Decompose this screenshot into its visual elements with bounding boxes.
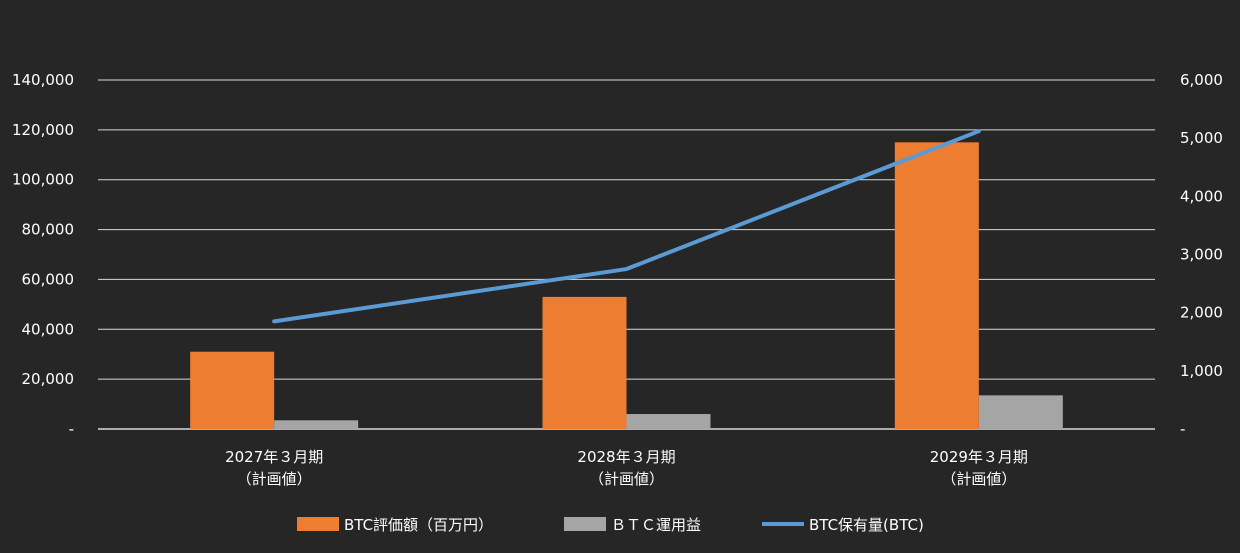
left-tick-label: 80,000 <box>22 221 75 239</box>
left-tick-label: 40,000 <box>22 320 75 338</box>
right-tick-label: 4,000 <box>1180 187 1223 205</box>
bar-btc-gain <box>274 420 359 429</box>
category-axis-labels: 2027年３月期（計画値） 2028年３月期（計画値） 2029年３月期（計画値） <box>225 448 1028 488</box>
right-axis-tick-labels: - 1,000 2,000 3,000 4,000 5,000 6,000 <box>1180 71 1223 438</box>
legend-label: BTC評価額（百万円） <box>344 516 493 534</box>
left-tick-label: 140,000 <box>12 71 74 89</box>
right-tick-label: 1,000 <box>1180 362 1223 380</box>
bar-btc-valuation <box>542 296 627 429</box>
left-tick-label: 20,000 <box>22 370 75 388</box>
bar-btc-gain <box>626 414 711 429</box>
right-tick-label: 2,000 <box>1180 304 1223 322</box>
right-tick-label: 5,000 <box>1180 129 1223 147</box>
left-tick-label: - <box>69 420 74 438</box>
left-tick-label: 60,000 <box>22 270 75 288</box>
bar-btc-gain <box>978 395 1063 429</box>
category-label: 2027年３月期（計画値） <box>225 448 323 488</box>
category-label: 2028年３月期（計画値） <box>577 448 675 488</box>
left-tick-label: 100,000 <box>12 171 74 189</box>
right-tick-label: 3,000 <box>1180 246 1223 264</box>
left-tick-label: 120,000 <box>12 121 74 139</box>
bar-series <box>190 142 1063 430</box>
legend: BTC評価額（百万円） ＢＴＣ運用益 BTC保有量(BTC) <box>297 516 924 534</box>
line-btc-holdings <box>272 129 981 324</box>
category-label: 2029年３月期（計画値） <box>930 448 1028 488</box>
line-series <box>272 129 981 324</box>
left-axis-tick-labels: - 20,000 40,000 60,000 80,000 100,000 120,000 1… <box>12 71 74 438</box>
bar-btc-valuation <box>190 351 275 429</box>
legend-label: ＢＴＣ運用益 <box>611 516 701 534</box>
legend-label: BTC保有量(BTC) <box>809 516 924 534</box>
bar-btc-valuation <box>894 142 979 430</box>
right-tick-label: - <box>1180 420 1185 438</box>
right-tick-label: 6,000 <box>1180 71 1223 89</box>
legend-swatch <box>564 517 606 531</box>
legend-swatch <box>297 517 339 531</box>
